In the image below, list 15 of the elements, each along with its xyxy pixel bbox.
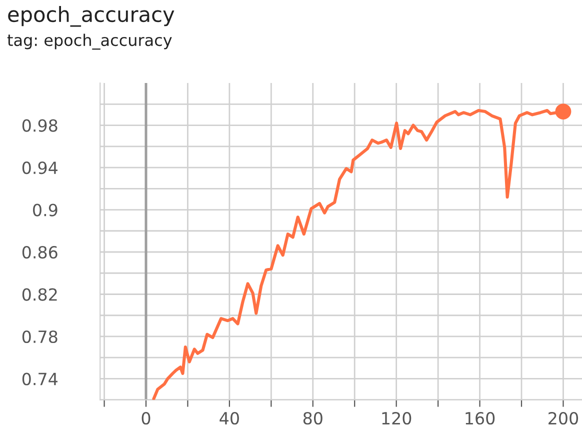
y-tick-label: 0.74 xyxy=(22,372,58,386)
y-tick-label: 0.82 xyxy=(22,288,57,301)
y-tick-label: 0.78 xyxy=(22,330,58,344)
x-tick-label: 120 xyxy=(382,412,412,425)
y-tick-label: 0.86 xyxy=(22,246,58,259)
x-tick-label: 200 xyxy=(548,412,578,425)
chart-subtitle: tag: epoch_accuracy xyxy=(7,34,172,50)
y-tick-label: 0.94 xyxy=(22,161,58,174)
y-tick-label: 0.98 xyxy=(22,119,58,132)
x-tick-label: 80 xyxy=(303,412,322,425)
y-tick-label: 0.9 xyxy=(33,204,58,216)
x-tick-label: 160 xyxy=(466,412,495,425)
chart-title: epoch_accuracy xyxy=(8,6,174,27)
x-tick-label: 0 xyxy=(142,412,150,425)
x-tick-label: 40 xyxy=(220,412,239,425)
